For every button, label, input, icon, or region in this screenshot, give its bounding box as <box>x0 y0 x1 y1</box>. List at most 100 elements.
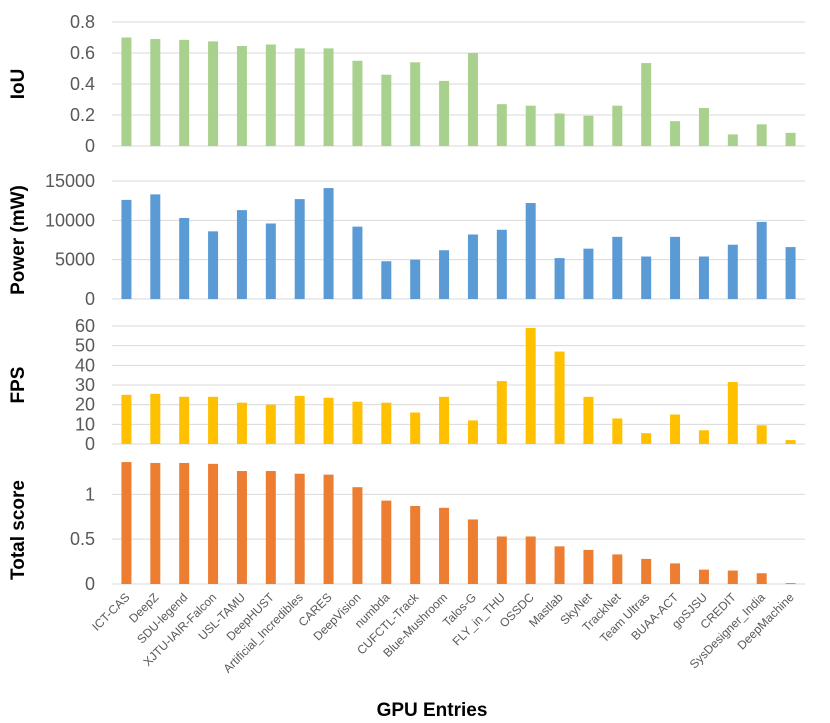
y-tick-label: 15000 <box>45 171 95 191</box>
y-tick-label: 0.2 <box>70 105 95 125</box>
bar <box>670 563 681 584</box>
bar <box>381 74 392 146</box>
bar <box>439 80 450 146</box>
panel-4: 0 0.5 1 Total score <box>8 462 805 594</box>
bar <box>410 412 421 444</box>
panel-2: 0 5000 10000 15000 Power (mW) <box>8 171 805 309</box>
y-tick-label: 1 <box>85 484 95 504</box>
bar <box>698 108 709 146</box>
bar <box>612 554 623 584</box>
bar <box>236 402 247 444</box>
bar <box>496 381 507 444</box>
bar <box>352 226 363 299</box>
bar <box>121 199 132 299</box>
y-axis-label: Power (mW) <box>8 185 29 295</box>
bar <box>121 394 132 444</box>
bar <box>150 462 161 584</box>
bar <box>208 231 219 299</box>
y-tick-label: 10000 <box>45 210 95 230</box>
bar <box>727 382 738 444</box>
bar <box>612 418 623 444</box>
bar <box>698 256 709 299</box>
bar <box>236 471 247 584</box>
y-tick-label: 0.4 <box>70 74 95 94</box>
x-tick-label: ICT-CAS <box>89 590 132 633</box>
y-tick-label: 10 <box>75 414 95 434</box>
bar <box>439 507 450 584</box>
bar <box>785 583 796 584</box>
bar <box>727 244 738 299</box>
y-tick-label: 0.8 <box>70 12 95 32</box>
bar <box>352 401 363 444</box>
bar <box>525 536 536 584</box>
category-labels: ICT-CASDeepZSDU-legendXJTU-IAIR-FalconUS… <box>89 590 797 676</box>
y-tick-label: 20 <box>75 395 95 415</box>
bar <box>439 396 450 444</box>
bar <box>756 573 767 584</box>
bar <box>641 558 652 584</box>
y-tick-label: 0 <box>85 574 95 594</box>
bar <box>785 247 796 299</box>
bar <box>583 115 594 146</box>
bar <box>208 41 219 146</box>
bar <box>641 256 652 299</box>
bar <box>352 60 363 146</box>
bar <box>410 62 421 146</box>
bar <box>439 250 450 299</box>
bar <box>208 463 219 584</box>
bar <box>236 46 247 146</box>
bar <box>467 234 478 299</box>
bar <box>496 536 507 584</box>
y-tick-label: 0 <box>85 289 95 309</box>
bar <box>554 546 565 584</box>
bar <box>727 570 738 584</box>
y-tick-label: 0.5 <box>70 529 95 549</box>
bar <box>121 462 132 584</box>
y-tick-label: 0.6 <box>70 43 95 63</box>
y-tick-label: 5000 <box>55 250 95 270</box>
bar <box>323 188 334 299</box>
bar <box>698 569 709 584</box>
bar <box>352 487 363 584</box>
bar <box>179 39 190 147</box>
bar <box>612 236 623 299</box>
bar <box>381 261 392 299</box>
bar <box>121 37 132 146</box>
bar <box>265 44 276 146</box>
bar <box>179 396 190 444</box>
bar <box>265 223 276 299</box>
bar <box>323 397 334 444</box>
bar <box>785 132 796 146</box>
bar <box>294 199 305 299</box>
bar <box>698 430 709 444</box>
bar <box>583 549 594 584</box>
bar <box>641 433 652 444</box>
bar <box>756 425 767 444</box>
y-tick-label: 30 <box>75 375 95 395</box>
bar <box>323 474 334 584</box>
bar <box>323 48 334 146</box>
bar <box>265 471 276 584</box>
y-tick-label: 40 <box>75 355 95 375</box>
bar <box>583 248 594 299</box>
bar <box>179 217 190 299</box>
bar <box>670 414 681 444</box>
bar <box>150 393 161 444</box>
bar <box>525 105 536 146</box>
bar <box>641 63 652 147</box>
bar <box>670 236 681 299</box>
bar <box>467 53 478 146</box>
bar <box>381 402 392 444</box>
y-axis-label: FPS <box>8 367 29 404</box>
y-tick-label: 60 <box>75 316 95 336</box>
bar <box>150 194 161 299</box>
bar <box>554 258 565 299</box>
bar <box>467 519 478 584</box>
bar <box>785 440 796 444</box>
bar <box>756 124 767 146</box>
bar <box>265 404 276 444</box>
bar <box>294 48 305 146</box>
y-axis-label: IoU <box>8 69 29 100</box>
